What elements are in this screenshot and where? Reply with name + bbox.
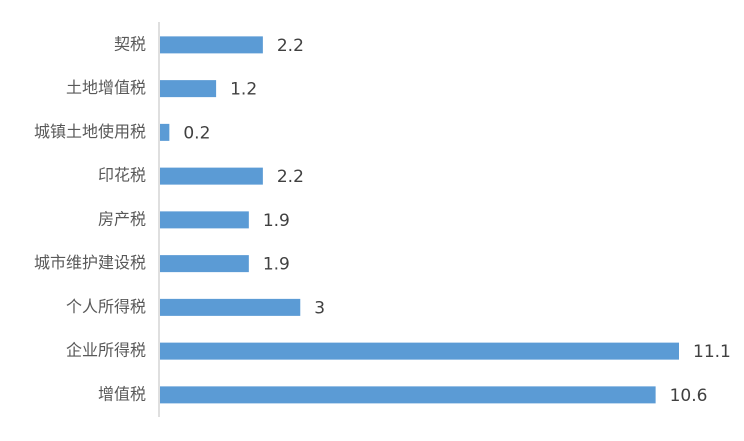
- data-label: 11.1: [693, 342, 731, 362]
- bar: [160, 255, 249, 273]
- y-tick-label: 城市维护建设税: [34, 253, 146, 272]
- bar: [160, 386, 656, 404]
- bar: [160, 342, 679, 360]
- y-tick-label: 房产税: [98, 209, 146, 228]
- data-label: 1.9: [263, 255, 290, 275]
- y-tick-label: 企业所得税: [66, 341, 146, 360]
- y-tick-label: 增值税: [98, 384, 146, 403]
- y-tick-label: 印花税: [98, 166, 146, 185]
- y-tick-label: 契税: [114, 34, 146, 53]
- bar: [160, 123, 170, 141]
- data-label: 10.6: [670, 386, 708, 406]
- bar: [160, 36, 263, 54]
- bar: [160, 211, 249, 229]
- y-tick-label: 土地增值税: [66, 78, 146, 97]
- bar: [160, 80, 217, 98]
- data-label: 1.2: [230, 80, 257, 100]
- data-label: 0.2: [183, 123, 210, 143]
- bar: [160, 298, 301, 316]
- data-label: 3: [314, 298, 325, 318]
- data-label: 1.9: [263, 211, 290, 231]
- data-label: 2.2: [277, 36, 304, 56]
- data-label: 2.2: [277, 167, 304, 187]
- y-tick-label: 城镇土地使用税: [34, 122, 146, 141]
- bar: [160, 167, 263, 185]
- y-tick-label: 个人所得税: [66, 297, 146, 316]
